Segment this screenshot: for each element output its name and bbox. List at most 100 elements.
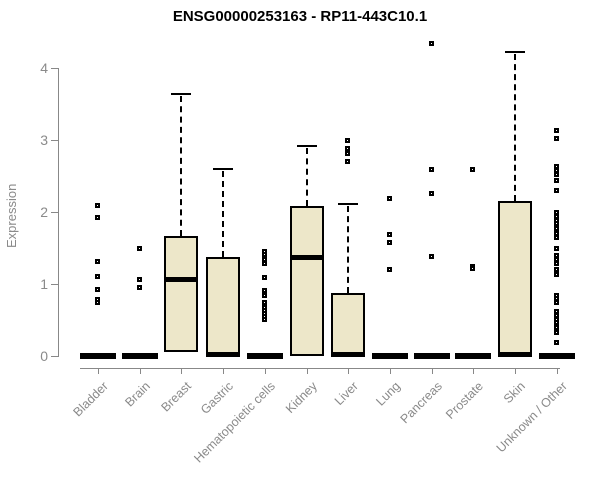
outlier-point <box>261 288 267 294</box>
box <box>331 293 366 356</box>
x-tick <box>390 368 392 374</box>
whisker-cap <box>505 51 526 54</box>
outlier-point <box>95 273 100 279</box>
whisker-cap <box>171 92 192 95</box>
x-axis-line <box>80 368 560 369</box>
y-axis-line <box>58 68 59 357</box>
outlier-point <box>95 214 100 220</box>
whisker-cap <box>296 145 317 148</box>
outlier-point <box>136 246 142 252</box>
box <box>164 235 199 353</box>
outlier-point <box>387 232 393 238</box>
y-tick <box>51 356 58 357</box>
box <box>498 201 533 356</box>
median-line <box>289 254 324 260</box>
outlier-point <box>261 260 267 266</box>
x-tick <box>98 368 99 374</box>
x-tick <box>515 368 517 374</box>
outlier-point <box>553 271 559 277</box>
flat-box <box>455 353 492 359</box>
outlier-point <box>428 254 434 260</box>
y-tick <box>51 284 58 285</box>
y-tick-label: 1 <box>40 276 48 292</box>
box <box>289 206 324 356</box>
outlier-point <box>95 259 100 265</box>
outlier-point <box>261 293 267 299</box>
outlier-point <box>470 166 476 172</box>
outlier-point <box>387 239 393 245</box>
x-tick <box>181 368 183 374</box>
outlier-point <box>553 267 559 273</box>
outlier-point <box>95 300 100 306</box>
chart-title: ENSG00000253163 - RP11-443C10.1 <box>172 8 428 25</box>
outlier-point <box>553 188 559 194</box>
median-line <box>498 351 533 357</box>
median-line <box>164 276 199 282</box>
whisker-line <box>514 54 517 202</box>
y-tick <box>51 212 58 213</box>
outlier-point <box>261 252 267 258</box>
x-tick <box>264 368 266 374</box>
outlier-point <box>261 317 267 322</box>
outlier-point <box>553 136 559 142</box>
outlier-point <box>553 309 559 315</box>
y-tick <box>51 68 58 69</box>
y-tick <box>51 140 58 141</box>
outlier-point <box>553 225 559 231</box>
outlier-point <box>553 324 559 330</box>
outlier-point <box>261 274 267 280</box>
outlier-point <box>553 245 559 251</box>
y-tick-label: 4 <box>40 60 48 76</box>
x-tick <box>139 368 141 374</box>
outlier-point <box>345 145 351 151</box>
outlier-point <box>553 260 559 266</box>
flat-box <box>246 353 283 359</box>
y-tick-label: 0 <box>40 348 48 364</box>
whisker-line <box>305 148 308 207</box>
outlier-point <box>261 256 267 262</box>
median-line <box>331 351 366 357</box>
y-tick-label: 2 <box>40 204 48 220</box>
x-tick <box>306 368 308 374</box>
outlier-point <box>470 265 476 271</box>
outlier-point <box>136 284 142 290</box>
x-tick <box>223 368 225 374</box>
outlier-point <box>95 287 100 293</box>
outlier-point <box>553 221 559 227</box>
outlier-point <box>428 191 434 196</box>
x-tick <box>473 368 475 374</box>
flat-box <box>121 353 158 359</box>
outlier-point <box>428 166 434 172</box>
outlier-point <box>553 230 559 236</box>
outlier-point <box>553 128 559 134</box>
x-tick <box>556 368 558 374</box>
flat-box <box>372 353 409 359</box>
x-tick <box>348 368 350 374</box>
whisker-line <box>347 206 350 294</box>
outlier-point <box>345 138 351 144</box>
median-line <box>206 351 241 357</box>
whisker-cap <box>338 203 359 206</box>
outlier-point <box>553 252 559 258</box>
outlier-point <box>553 178 559 184</box>
outlier-point <box>428 40 434 46</box>
flat-box <box>80 353 116 359</box>
outlier-point <box>553 171 559 177</box>
outlier-point <box>345 151 351 157</box>
outlier-point <box>136 276 142 282</box>
outlier-point <box>553 319 559 325</box>
outlier-point <box>387 196 393 202</box>
outlier-point <box>95 203 100 209</box>
flat-box <box>413 353 450 359</box>
outlier-point <box>553 234 559 240</box>
outlier-point <box>345 158 351 164</box>
whisker-line <box>180 95 183 236</box>
outlier-point <box>387 266 393 272</box>
outlier-point <box>553 340 559 346</box>
outlier-point <box>553 329 559 335</box>
whisker-line <box>222 170 225 258</box>
flat-box <box>538 353 575 359</box>
outlier-point <box>553 299 559 305</box>
